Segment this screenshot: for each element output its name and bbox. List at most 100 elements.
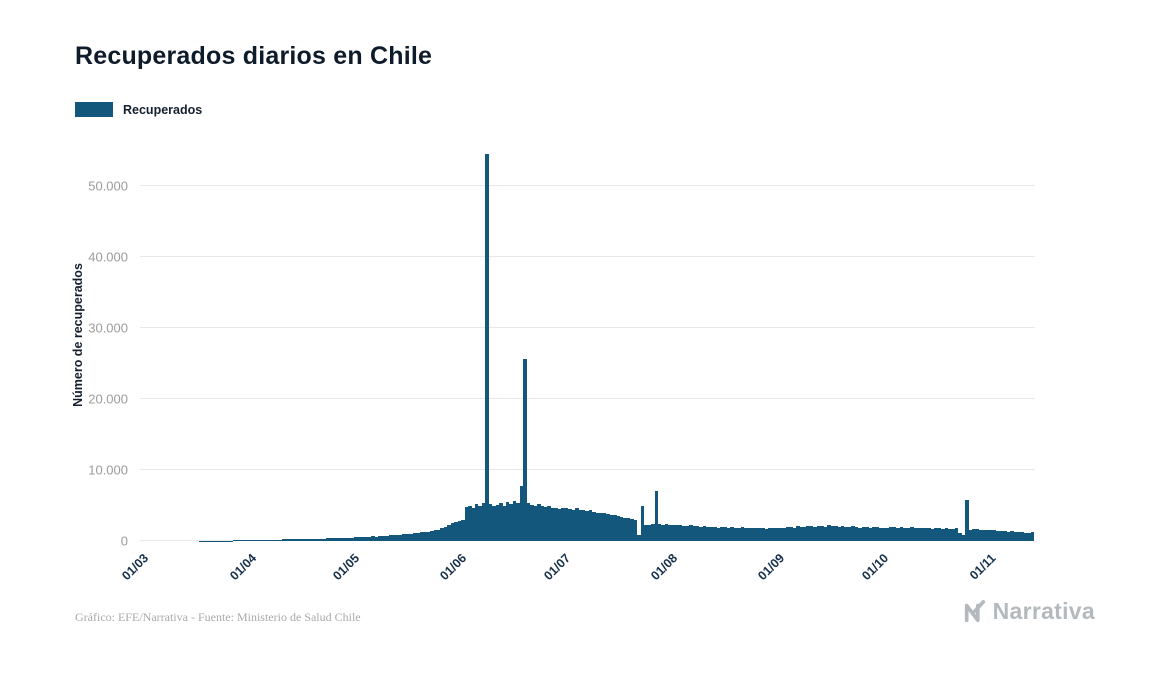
bar[interactable] bbox=[840, 526, 845, 541]
bar[interactable] bbox=[737, 527, 741, 541]
bar[interactable] bbox=[416, 532, 420, 541]
bar[interactable] bbox=[851, 526, 855, 541]
bar[interactable] bbox=[685, 526, 690, 541]
bar[interactable] bbox=[792, 527, 797, 541]
bar[interactable] bbox=[661, 524, 665, 541]
bar[interactable] bbox=[975, 529, 980, 541]
bar[interactable] bbox=[592, 511, 596, 541]
bar[interactable] bbox=[302, 539, 306, 541]
bar[interactable] bbox=[1024, 532, 1028, 541]
bar[interactable] bbox=[885, 527, 890, 541]
bar[interactable] bbox=[616, 516, 620, 541]
bar[interactable] bbox=[765, 528, 769, 541]
bar[interactable] bbox=[813, 526, 817, 541]
bar[interactable] bbox=[768, 528, 772, 541]
bar[interactable] bbox=[647, 525, 652, 541]
bar[interactable] bbox=[398, 534, 403, 541]
bar[interactable] bbox=[474, 504, 479, 541]
bar[interactable] bbox=[816, 525, 821, 541]
bar[interactable] bbox=[744, 528, 748, 541]
bar[interactable] bbox=[285, 539, 289, 541]
bar[interactable] bbox=[430, 531, 434, 541]
bar[interactable] bbox=[979, 529, 983, 541]
bar[interactable] bbox=[782, 527, 786, 541]
bar[interactable] bbox=[619, 516, 624, 541]
bar[interactable] bbox=[343, 537, 348, 541]
bar[interactable] bbox=[1027, 533, 1031, 541]
bar[interactable] bbox=[582, 509, 586, 541]
bar[interactable] bbox=[796, 526, 800, 541]
bar[interactable] bbox=[488, 504, 493, 541]
bar[interactable] bbox=[426, 532, 431, 541]
bar[interactable] bbox=[354, 537, 358, 541]
bar[interactable] bbox=[506, 501, 510, 541]
bar[interactable] bbox=[682, 525, 686, 541]
bar[interactable] bbox=[916, 527, 921, 541]
bar[interactable] bbox=[544, 506, 548, 541]
bar[interactable] bbox=[878, 527, 883, 541]
bar[interactable] bbox=[1010, 531, 1014, 541]
bar[interactable] bbox=[865, 527, 869, 541]
bar[interactable] bbox=[395, 534, 399, 541]
bar[interactable] bbox=[982, 530, 987, 541]
bar[interactable] bbox=[806, 526, 810, 541]
bar[interactable] bbox=[823, 526, 828, 541]
bar[interactable] bbox=[723, 527, 728, 541]
bar[interactable] bbox=[264, 539, 268, 541]
bar[interactable] bbox=[329, 538, 334, 541]
bar[interactable] bbox=[305, 538, 310, 541]
bar[interactable] bbox=[281, 539, 286, 541]
bar[interactable] bbox=[1020, 532, 1024, 541]
bar[interactable] bbox=[288, 539, 292, 541]
bar[interactable] bbox=[602, 512, 607, 541]
bar[interactable] bbox=[847, 526, 852, 541]
bar[interactable] bbox=[820, 526, 824, 541]
bar[interactable] bbox=[875, 527, 879, 541]
bar[interactable] bbox=[347, 537, 351, 541]
bar[interactable] bbox=[385, 535, 389, 541]
bar[interactable] bbox=[312, 538, 317, 541]
bar[interactable] bbox=[868, 527, 873, 541]
bar[interactable] bbox=[951, 528, 955, 541]
bar[interactable] bbox=[930, 528, 935, 541]
bar[interactable] bbox=[965, 499, 969, 541]
bar[interactable] bbox=[934, 528, 938, 541]
bar[interactable] bbox=[409, 533, 413, 541]
bar[interactable] bbox=[999, 531, 1004, 541]
bar[interactable] bbox=[575, 508, 579, 541]
bar[interactable] bbox=[298, 539, 303, 541]
bar[interactable] bbox=[423, 531, 427, 541]
bar[interactable] bbox=[789, 527, 793, 541]
bar[interactable] bbox=[1013, 531, 1018, 541]
bar[interactable] bbox=[872, 526, 876, 541]
bar[interactable] bbox=[640, 505, 645, 541]
bar[interactable] bbox=[336, 538, 341, 541]
bar[interactable] bbox=[557, 509, 562, 541]
bar[interactable] bbox=[668, 524, 672, 541]
bar[interactable] bbox=[326, 538, 330, 541]
bar[interactable] bbox=[920, 527, 924, 541]
bar[interactable] bbox=[1003, 531, 1007, 541]
bar[interactable] bbox=[803, 527, 807, 541]
bar[interactable] bbox=[550, 507, 555, 541]
bar[interactable] bbox=[499, 503, 503, 541]
bar[interactable] bbox=[695, 526, 700, 541]
bar[interactable] bbox=[392, 535, 396, 541]
bar[interactable] bbox=[323, 538, 327, 541]
bar[interactable] bbox=[319, 538, 324, 541]
bar[interactable] bbox=[233, 540, 237, 541]
bar[interactable] bbox=[720, 526, 724, 541]
bar[interactable] bbox=[903, 527, 907, 541]
bar[interactable] bbox=[906, 527, 911, 541]
bar[interactable] bbox=[253, 540, 258, 541]
bar[interactable] bbox=[381, 536, 386, 541]
bar[interactable] bbox=[564, 507, 569, 541]
bar[interactable] bbox=[436, 529, 441, 541]
bar[interactable] bbox=[927, 527, 931, 541]
bar[interactable] bbox=[837, 526, 841, 541]
bar[interactable] bbox=[747, 527, 752, 541]
bar[interactable] bbox=[402, 534, 406, 541]
bar[interactable] bbox=[623, 517, 627, 541]
bar[interactable] bbox=[941, 528, 945, 541]
bar[interactable] bbox=[657, 523, 662, 541]
